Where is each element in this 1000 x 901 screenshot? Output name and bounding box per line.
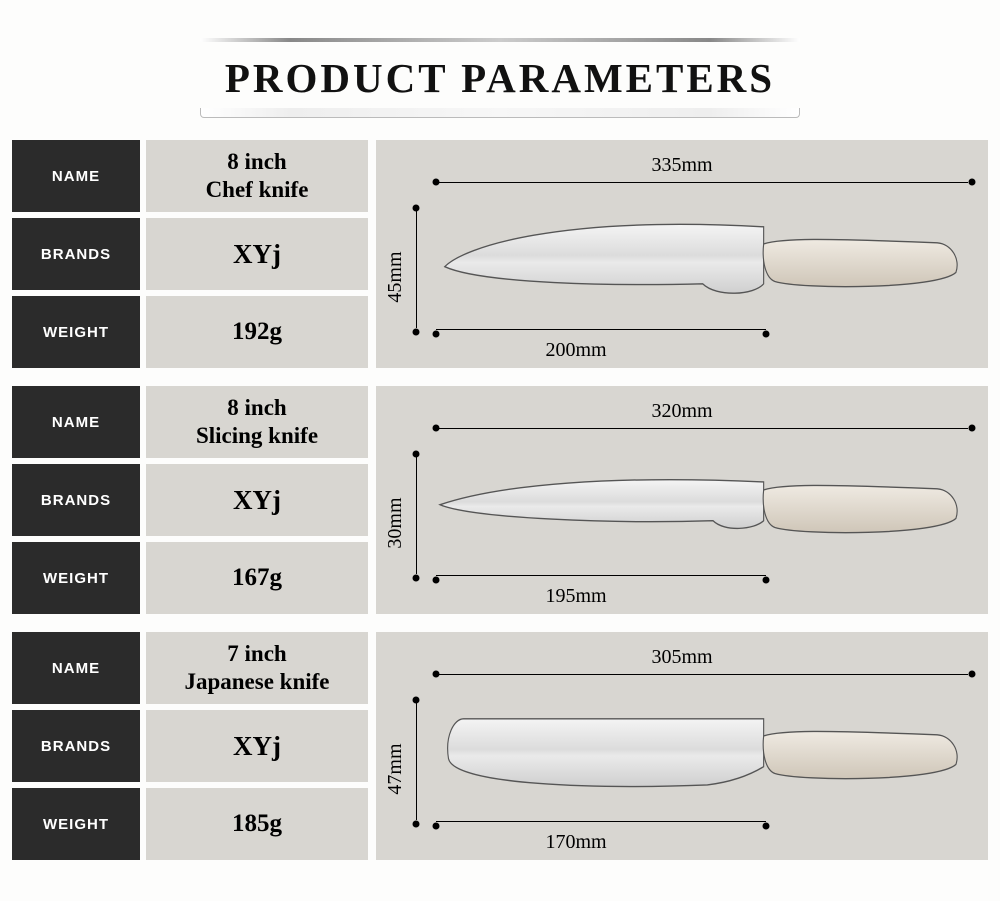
value-weight: 167g [146, 542, 368, 614]
dim-height-line [416, 208, 417, 328]
title-top-rule [200, 38, 800, 42]
knife-diagram: 335mm 45mm [376, 140, 988, 368]
knife-icon [426, 696, 970, 810]
dim-height-label: 47mm [384, 743, 407, 794]
label-weight: WEIGHT [12, 296, 140, 368]
knife-icon [426, 204, 970, 318]
products-container: NAME 8 inch Chef knife BRANDS XYj WEIGHT… [0, 118, 1000, 860]
label-brands: BRANDS [12, 218, 140, 290]
dim-total-label: 305mm [651, 646, 712, 669]
dim-dot [969, 425, 976, 432]
knife-icon [426, 450, 970, 564]
value-brand: XYj [146, 218, 368, 290]
dim-dot [969, 179, 976, 186]
dim-dot [413, 821, 420, 828]
dim-height-line [416, 700, 417, 820]
product-row: NAME 8 inch Chef knife BRANDS XYj WEIGHT… [12, 140, 988, 368]
title-block: PRODUCT PARAMETERS [0, 0, 1000, 118]
dim-dot [433, 179, 440, 186]
dim-dot [433, 671, 440, 678]
title-underline [200, 108, 800, 118]
value-name: 8 inch Chef knife [146, 140, 368, 212]
value-name: 7 inch Japanese knife [146, 632, 368, 704]
dim-blade-line [436, 575, 766, 576]
value-weight: 192g [146, 296, 368, 368]
dim-dot [413, 697, 420, 704]
dim-blade-line [436, 329, 766, 330]
knife-diagram: 305mm 47mm [376, 632, 988, 860]
value-weight: 185g [146, 788, 368, 860]
value-brand: XYj [146, 710, 368, 782]
dim-height-label: 30mm [384, 497, 407, 548]
knife-diagram: 320mm 30mm [376, 386, 988, 614]
name-line1: 8 inch [227, 148, 286, 176]
dim-dot [413, 205, 420, 212]
dim-dot [413, 575, 420, 582]
dim-height-line [416, 454, 417, 574]
value-brand: XYj [146, 464, 368, 536]
dim-dot [433, 823, 440, 830]
dim-total-line [436, 428, 968, 429]
dim-total-line [436, 674, 968, 675]
label-brands: BRANDS [12, 464, 140, 536]
dim-dot [763, 577, 770, 584]
name-line2: Japanese knife [184, 668, 329, 696]
name-line1: 8 inch [227, 394, 286, 422]
dim-dot [969, 671, 976, 678]
dim-blade-label: 170mm [545, 831, 606, 854]
dim-dot [433, 425, 440, 432]
dim-blade-label: 200mm [545, 339, 606, 362]
dim-total-line [436, 182, 968, 183]
dim-dot [413, 329, 420, 336]
dim-blade-line [436, 821, 766, 822]
dim-dot [433, 577, 440, 584]
dim-dot [763, 331, 770, 338]
spec-block: NAME 8 inch Slicing knife BRANDS XYj WEI… [12, 386, 368, 614]
dim-total-label: 320mm [651, 400, 712, 423]
page-title: PRODUCT PARAMETERS [0, 54, 1000, 102]
label-weight: WEIGHT [12, 788, 140, 860]
spec-block: NAME 7 inch Japanese knife BRANDS XYj WE… [12, 632, 368, 860]
product-row: NAME 7 inch Japanese knife BRANDS XYj WE… [12, 632, 988, 860]
label-name: NAME [12, 386, 140, 458]
dim-dot [763, 823, 770, 830]
label-name: NAME [12, 140, 140, 212]
spec-block: NAME 8 inch Chef knife BRANDS XYj WEIGHT… [12, 140, 368, 368]
name-line2: Slicing knife [196, 422, 318, 450]
name-line2: Chef knife [206, 176, 309, 204]
dim-dot [433, 331, 440, 338]
dim-blade-label: 195mm [545, 585, 606, 608]
label-brands: BRANDS [12, 710, 140, 782]
dim-total-label: 335mm [651, 154, 712, 177]
dim-dot [413, 451, 420, 458]
label-name: NAME [12, 632, 140, 704]
label-weight: WEIGHT [12, 542, 140, 614]
name-line1: 7 inch [227, 640, 286, 668]
product-row: NAME 8 inch Slicing knife BRANDS XYj WEI… [12, 386, 988, 614]
value-name: 8 inch Slicing knife [146, 386, 368, 458]
dim-height-label: 45mm [384, 251, 407, 302]
